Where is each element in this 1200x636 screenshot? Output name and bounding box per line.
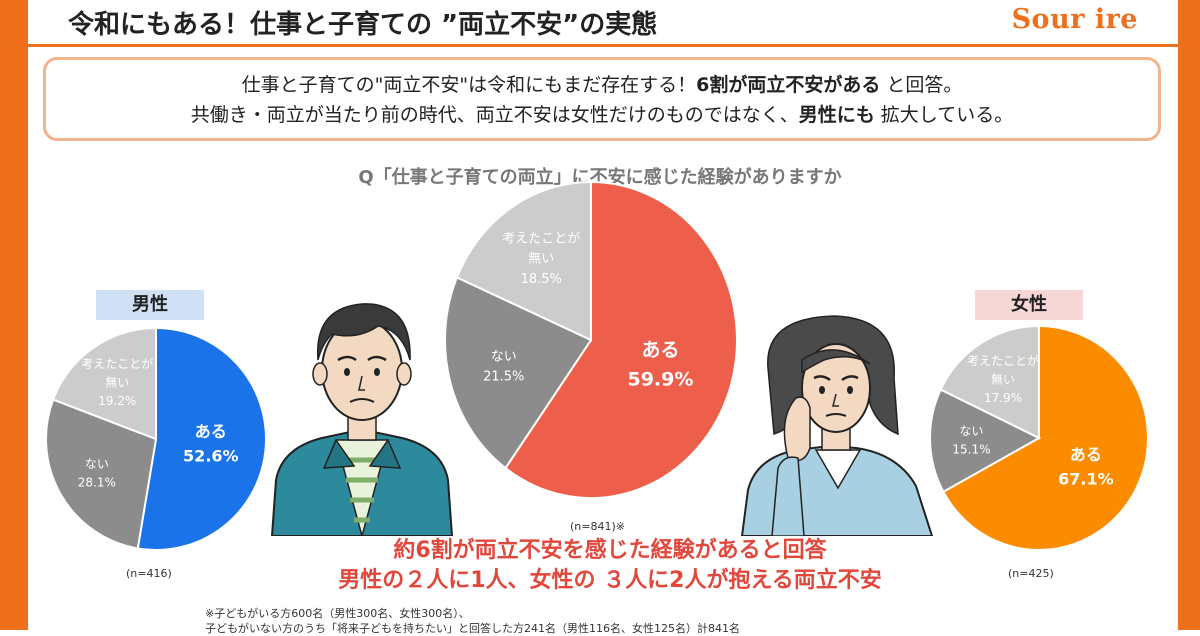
slice-value-label: 15.1%	[952, 442, 990, 456]
female-badge: 女性	[975, 290, 1083, 320]
pie-slice-kangaeta-koto-ga-nai	[51, 326, 157, 441]
footnote-line-1: ※子どもがいる方600名（男性300名、女性300名）、	[205, 607, 470, 620]
man-illustration	[270, 303, 454, 536]
female-sample-size: (n=425)	[1008, 567, 1054, 580]
slice-category-label: 無い	[105, 375, 129, 390]
pie-slice-kangaeta-koto-ga-nai	[939, 324, 1040, 440]
woman-illustration	[740, 315, 934, 536]
footnote-line-2: 子どもがいない方のうち「将来子どもを持ちたい」と回答した方241名（男性116名…	[205, 622, 740, 635]
summary-line-1: 仕事と子育ての"両立不安"は令和にもまだ存在する！6割が両立不安がある と回答。	[241, 74, 963, 96]
conclusion-line-2: 男性の２人に1人、女性の ３人に2人が抱える両立不安	[338, 568, 882, 593]
slice-value-label: 19.2%	[98, 394, 136, 408]
slice-category-label: ある	[641, 339, 679, 361]
right-frame-bar	[1178, 0, 1200, 630]
slice-category-label: ある	[195, 422, 227, 441]
summary-box: 仕事と子育ての"両立不安"は令和にもまだ存在する！6割が両立不安がある と回答。…	[43, 57, 1161, 141]
slice-category-label: 考えたことが	[967, 353, 1039, 368]
header: 令和にもある！仕事と子育ての ”両立不安”の実態 Sour ire	[28, 0, 1178, 47]
male-badge: 男性	[96, 290, 204, 320]
slice-value-label: 17.9%	[984, 391, 1022, 405]
summary-line-2: 共働き・両立が当たり前の時代、両立不安は女性だけのものではなく、男性にも 拡大し…	[190, 104, 1014, 126]
slice-category-label: ない	[959, 424, 983, 438]
pie-slice-kangaeta-koto-ga-nai	[455, 180, 592, 342]
slice-value-label: 52.6%	[183, 447, 239, 466]
male-sample-size: (n=416)	[126, 567, 172, 580]
footnote: ※子どもがいる方600名（男性300名、女性300名）、 子どもがいない方のうち…	[205, 606, 740, 636]
conclusion-text: 約6割が両立不安を感じた経験があると回答 男性の２人に1人、女性の ３人に2人が…	[270, 536, 950, 596]
slice-value-label: 67.1%	[1058, 470, 1114, 489]
slice-category-label: 考えたことが	[81, 356, 153, 371]
pie-slice-nai	[45, 398, 158, 550]
slice-value-label: 18.5%	[521, 272, 562, 287]
total-sample-size: (n=841)※	[570, 520, 625, 533]
slice-category-label: ない	[491, 349, 517, 364]
page-title: 令和にもある！仕事と子育ての ”両立不安”の実態	[68, 10, 658, 40]
slice-value-label: 59.9%	[627, 369, 693, 391]
slice-category-label: ない	[85, 457, 109, 471]
slice-category-label: 無い	[528, 252, 554, 267]
left-frame-bar	[0, 0, 28, 630]
pie-slice-nai	[929, 388, 1042, 494]
pie-slice-aru	[136, 326, 267, 551]
survey-question: Q「仕事と子育ての両立」に不安に感じた経験がありますか	[358, 167, 842, 188]
slice-category-label: ある	[1070, 445, 1102, 464]
conclusion-line-1: 約6割が両立不安を感じた経験があると回答	[393, 538, 827, 563]
pie-slice-nai	[444, 276, 593, 470]
slice-category-label: 考えたことが	[502, 232, 580, 247]
brand-logo: Sour ire	[1011, 4, 1138, 35]
pie-slice-aru	[942, 324, 1149, 551]
slice-value-label: 28.1%	[78, 476, 116, 490]
slice-category-label: 無い	[991, 371, 1015, 386]
pie-slice-aru	[504, 180, 738, 499]
slice-value-label: 21.5%	[483, 370, 524, 385]
